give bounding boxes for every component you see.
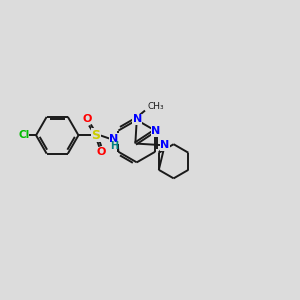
Text: CH₃: CH₃ — [148, 102, 165, 111]
Text: S: S — [92, 129, 100, 142]
Text: O: O — [97, 147, 106, 158]
Text: N: N — [110, 134, 119, 143]
Text: N: N — [151, 126, 160, 136]
Text: N: N — [133, 114, 142, 124]
Text: H: H — [110, 141, 118, 151]
Text: Cl: Cl — [18, 130, 29, 140]
Text: N: N — [160, 140, 170, 150]
Text: O: O — [82, 114, 92, 124]
